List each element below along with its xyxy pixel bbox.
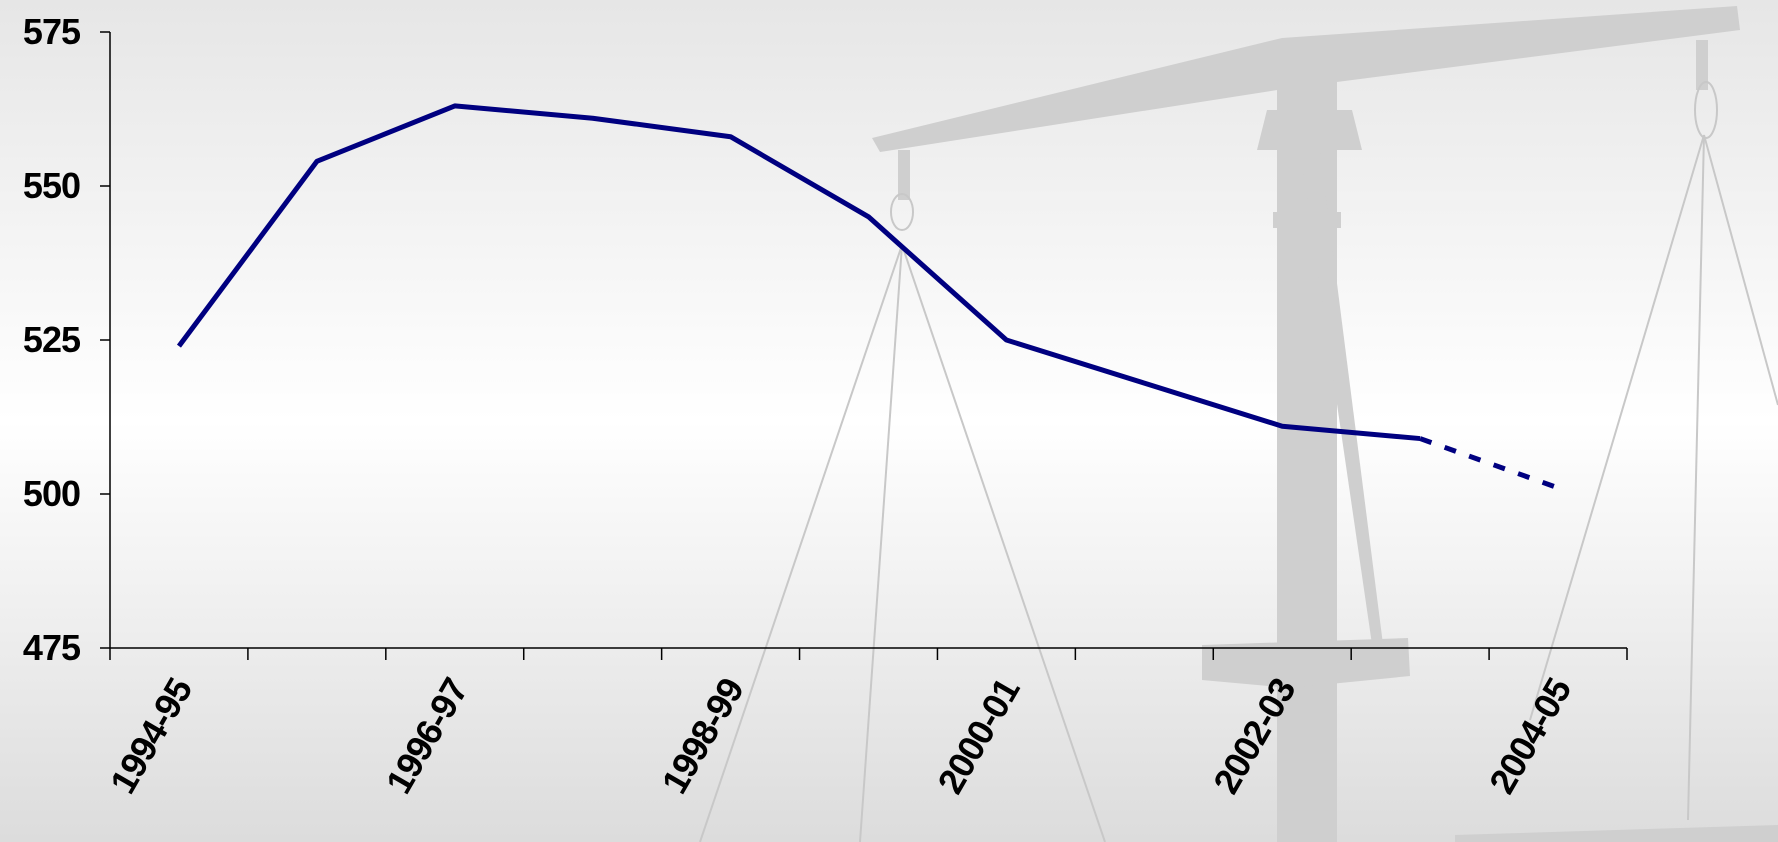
scales-strings: [699, 81, 1778, 842]
y-tick-label: 475: [23, 627, 81, 668]
y-tick-label: 525: [23, 319, 81, 360]
y-tick-label: 500: [23, 473, 80, 514]
y-tick-label: 550: [23, 165, 80, 206]
data-line: [176, 103, 1421, 442]
scales-illustration: [872, 6, 1778, 842]
y-tick-label: 575: [23, 11, 81, 52]
